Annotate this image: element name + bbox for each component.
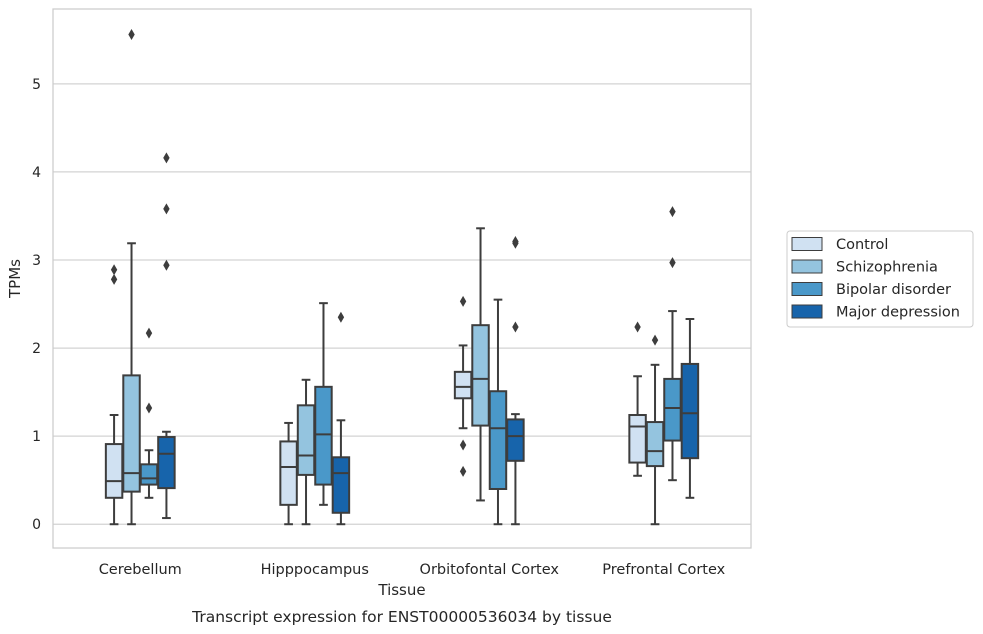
box-bipolar-disorder: [139, 327, 159, 499]
y-tick-label: 0: [32, 517, 41, 533]
box-control: [453, 295, 473, 477]
legend-label: Control: [836, 237, 888, 253]
legend-swatch: [791, 282, 823, 296]
y-tick-label: 4: [32, 165, 41, 181]
outlier-point: [669, 257, 676, 269]
box-major-depression: [157, 152, 176, 520]
legend-label: Bipolar disorder: [836, 282, 951, 298]
box-schizophrenia: [471, 227, 490, 502]
outlier-point: [512, 321, 519, 333]
legend-swatch: [791, 304, 823, 319]
box-body: [645, 421, 665, 468]
box-schizophrenia: [645, 334, 665, 526]
box-major-depression: [680, 318, 700, 499]
box-major-depression: [331, 311, 351, 526]
y-axis-ticks: 0 1 2 3 4 5: [32, 77, 41, 533]
box-body: [157, 436, 176, 490]
box-bipolar-disorder: [663, 206, 682, 482]
y-tick-label: 3: [32, 253, 41, 269]
outlier-point: [459, 295, 467, 307]
outlier-point: [110, 264, 118, 276]
chart-caption: Transcript expression for ENST0000053603…: [191, 608, 612, 626]
x-tick-label: Orbitofontal Cortex: [420, 562, 560, 578]
x-axis-label: Tissue: [377, 581, 425, 599]
box-body: [506, 418, 525, 462]
x-tick-label: Prefrontal Cortex: [602, 562, 725, 578]
box-body: [680, 362, 700, 460]
legend-frame: [786, 230, 974, 328]
x-tick-label: Cerebellum: [99, 562, 182, 578]
y-tick-label: 1: [32, 429, 41, 445]
box-bipolar-disorder: [488, 298, 508, 526]
box-body: [471, 324, 490, 427]
outlier-point: [459, 465, 467, 477]
box-schizophrenia: [122, 29, 141, 526]
outlier-point: [163, 259, 170, 271]
boxplots: [104, 29, 700, 526]
outlier-point: [145, 402, 153, 414]
plot-frame: [52, 8, 752, 549]
outlier-point: [145, 327, 153, 339]
legend: Control Schizophrenia Bipolar disorder Majo…: [786, 230, 974, 328]
x-axis-ticks: Cerebellum Hipppocampus Orbitofontal Corte…: [99, 562, 726, 578]
box-control: [104, 264, 124, 526]
outlier-point: [128, 29, 135, 41]
legend-swatch: [791, 259, 823, 274]
box-body: [331, 456, 351, 514]
box-body: [279, 440, 298, 506]
outlier-point: [163, 152, 170, 164]
box-bipolar-disorder: [314, 302, 333, 506]
box-body: [663, 377, 682, 442]
box-body: [628, 414, 647, 464]
legend-label: Major depression: [836, 305, 960, 321]
outlier-point: [651, 334, 659, 346]
box-body: [314, 385, 333, 486]
y-tick-label: 5: [32, 77, 41, 93]
outlier-point: [110, 273, 118, 285]
box-body: [453, 370, 473, 400]
box-body: [139, 463, 159, 486]
legend-label: Schizophrenia: [836, 260, 938, 276]
outlier-point: [634, 321, 641, 333]
box-body: [296, 404, 316, 476]
box-control: [279, 421, 298, 526]
box-major-depression: [506, 236, 525, 526]
outlier-point: [512, 236, 519, 248]
legend-swatch: [791, 237, 823, 251]
outlier-point: [669, 206, 676, 218]
box-body: [488, 390, 508, 490]
box-schizophrenia: [296, 378, 316, 526]
box-body: [104, 443, 124, 499]
outlier-point: [163, 203, 170, 215]
box-body: [122, 374, 141, 493]
y-axis-label: TPMs: [6, 259, 24, 299]
outlier-point: [459, 439, 467, 451]
y-tick-label: 2: [32, 341, 41, 357]
box-control: [628, 321, 647, 477]
x-tick-label: Hipppocampus: [261, 562, 369, 578]
outlier-point: [337, 311, 345, 323]
